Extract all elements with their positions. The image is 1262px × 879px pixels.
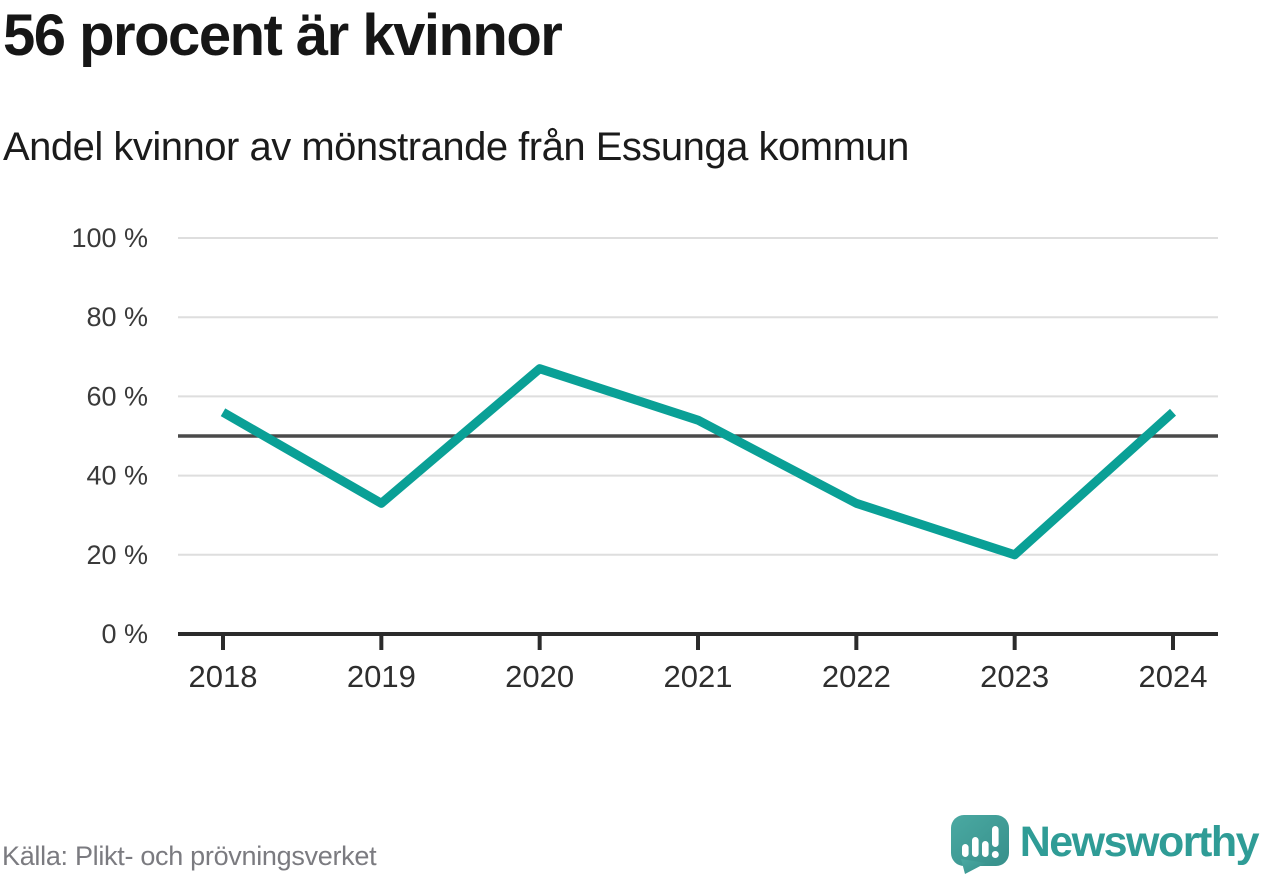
page-title: 56 procent är kvinnor (3, 3, 563, 68)
y-tick-label: 20 % (86, 540, 148, 570)
line-chart: 0 % 20 % 40 % 60 % 80 % 100 % 2018 2019 2020 2021… (71, 223, 1218, 694)
page-subtitle: Andel kvinnor av mönstrande från Essunga… (3, 125, 909, 169)
y-tick-label: 40 % (86, 461, 148, 491)
bar-chart-glyph (961, 837, 989, 857)
x-tick-label: 2022 (822, 659, 891, 694)
x-tick-label: 2019 (347, 659, 416, 694)
y-tick-label: 100 % (71, 223, 148, 253)
speech-bubble-shape (950, 815, 1009, 874)
data-line-series (220, 364, 1177, 560)
x-tick-label: 2023 (980, 659, 1049, 694)
newsworthy-logo-icon (950, 815, 1009, 874)
newsworthy-wordmark: Newsworthy (1019, 817, 1260, 866)
y-tick-label: 60 % (86, 381, 148, 411)
x-tick-label: 2020 (505, 659, 574, 694)
y-tick-label: 80 % (86, 302, 148, 332)
exclamation-glyph (991, 826, 999, 858)
x-tick-label: 2021 (664, 659, 733, 694)
newsworthy-logo: Newsworthy (949, 812, 1260, 878)
source-note: Källa: Plikt- och prövningsverket (2, 841, 377, 871)
x-tick-label: 2018 (189, 659, 258, 694)
y-tick-label: 0 % (101, 619, 148, 649)
x-tick-label: 2024 (1139, 659, 1208, 694)
